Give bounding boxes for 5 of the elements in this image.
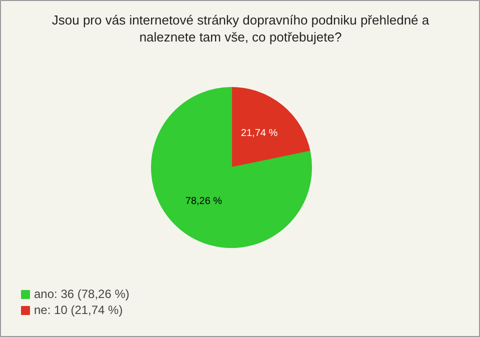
data-label: 78,26 % [185, 196, 222, 208]
chart-title: Jsou pro vás internetové stránky dopravního podniku přehledné a naleznete tam vše, co potřebujete? [52, 12, 430, 44]
legend-label: ne: 10 (21,74 %) [34, 303, 123, 317]
legend-label: ano: 36 (78,26 %) [34, 287, 130, 301]
data-label: 21,74 % [240, 128, 278, 139]
